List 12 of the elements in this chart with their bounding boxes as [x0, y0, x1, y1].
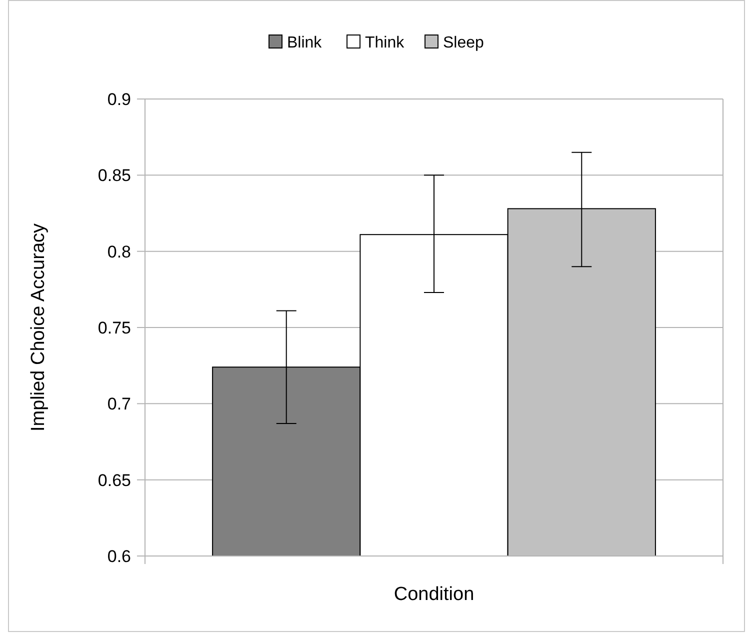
legend-label: Blink [287, 34, 323, 52]
y-tick-label: 0.9 [107, 90, 131, 109]
y-tick-label: 0.75 [98, 318, 131, 338]
x-axis-title: Condition [394, 584, 474, 605]
y-tick-label: 0.65 [98, 470, 131, 490]
y-tick-label: 0.8 [107, 242, 131, 262]
y-tick-label: 0.85 [98, 166, 131, 186]
legend-label: Think [365, 34, 406, 52]
y-axis-title: Implied Choice Accuracy [28, 222, 49, 432]
y-tick-label: 0.6 [107, 546, 131, 566]
legend-label: Sleep [443, 34, 484, 52]
y-tick-label: 0.7 [107, 394, 131, 414]
